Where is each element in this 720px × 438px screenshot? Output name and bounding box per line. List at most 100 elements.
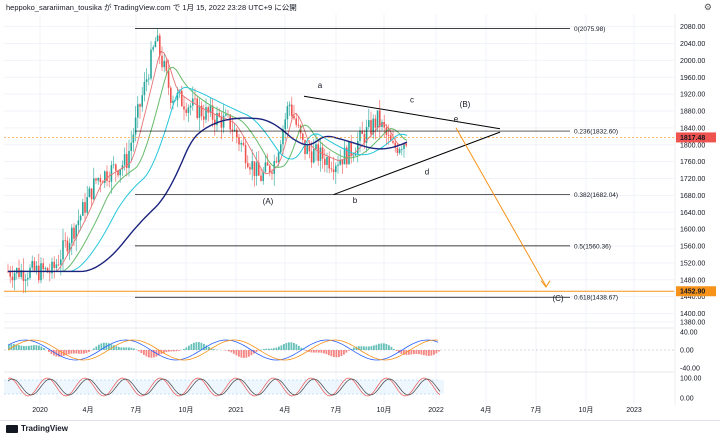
candle-body: [91, 188, 93, 199]
indicator1-bar: [131, 348, 133, 350]
indicator1-bar: [296, 344, 298, 350]
wave-label: a: [318, 81, 323, 90]
candle-body: [185, 110, 187, 113]
candle-body: [240, 143, 242, 144]
indicator1-bar: [78, 350, 80, 354]
candle-body: [14, 273, 16, 280]
wave-label: (B): [460, 100, 471, 109]
candle-body: [111, 165, 113, 182]
indicator1-bar: [36, 345, 38, 350]
candle-body: [196, 99, 198, 118]
indicator2-tick: 100.00: [680, 376, 702, 383]
indicator1-bar: [341, 350, 343, 356]
candle-body: [89, 188, 91, 197]
x-axis-tick: 4月: [83, 406, 94, 414]
candle-body: [157, 36, 159, 42]
candle-body: [135, 118, 137, 135]
indicator1-bar: [88, 350, 90, 352]
projection-arrowhead: [541, 281, 550, 287]
indicator1-bar: [423, 350, 425, 355]
candle-body: [34, 261, 36, 270]
candle-body: [295, 118, 297, 124]
indicator1-bar: [191, 344, 193, 350]
indicator1-bar: [348, 350, 350, 351]
indicator1-bar: [141, 350, 143, 353]
x-axis-tick: 2023: [626, 407, 642, 414]
indicator1-tick: 40.00: [680, 330, 698, 337]
candle-body: [289, 105, 291, 107]
indicator1-bar: [128, 347, 130, 350]
candle-body: [306, 146, 308, 154]
indicator1-bar: [428, 350, 430, 356]
indicator1-bar: [263, 349, 265, 350]
candle-body: [205, 107, 207, 119]
candle-body: [181, 91, 183, 107]
candle-body: [280, 144, 282, 152]
indicator1-bar: [336, 350, 338, 357]
indicator1-tick: -40.00: [680, 366, 700, 373]
candle-body: [370, 120, 372, 134]
candle-body: [401, 149, 403, 150]
candle-body: [82, 202, 84, 216]
candle-body: [161, 56, 163, 67]
indicator1-bar: [306, 350, 308, 351]
indicator1-bar: [278, 347, 280, 350]
candle-body: [324, 159, 326, 165]
candle-body: [36, 266, 38, 271]
x-axis-tick: 4月: [481, 406, 492, 414]
indicator1-bar: [71, 350, 73, 354]
candle-body: [190, 106, 192, 108]
indicator1-bar: [83, 350, 85, 354]
candle-body: [71, 228, 73, 243]
candle-body: [342, 160, 344, 164]
indicator1-bar: [343, 350, 345, 355]
indicator2-band: [4, 380, 444, 394]
indicator1-bar: [433, 350, 435, 355]
indicator1-bar: [226, 350, 228, 351]
indicator1-bar: [368, 346, 370, 350]
indicator1-bar: [143, 350, 145, 355]
indicator1-bar: [413, 350, 415, 354]
candle-body: [141, 95, 143, 107]
y-axis-tick: 1380.00: [680, 320, 705, 327]
candle-body: [100, 178, 102, 182]
indicator1-bar: [298, 346, 300, 350]
indicator1-bar: [318, 350, 320, 353]
candle-body: [137, 104, 139, 117]
indicator1-bar: [111, 344, 113, 350]
candle-body: [287, 106, 289, 119]
candle-body: [38, 266, 40, 281]
indicator1-bar: [271, 349, 273, 350]
indicator1-bar: [333, 350, 335, 357]
indicator1-bar: [268, 349, 270, 350]
candle-body: [298, 125, 300, 126]
candle-body: [313, 149, 315, 162]
indicator1-bar: [426, 350, 428, 356]
indicator1-bar: [238, 350, 240, 357]
indicator1-bar: [236, 350, 238, 355]
indicator1-bar: [193, 343, 195, 350]
wave-label: (A): [263, 197, 274, 206]
candle-body: [375, 119, 377, 128]
candle-body: [251, 161, 253, 169]
indicator1-bar: [138, 350, 140, 351]
indicator1-bar: [323, 350, 325, 353]
price-badge-label: 1817.48: [680, 135, 705, 142]
indicator1-bar: [28, 346, 30, 350]
candle-body: [302, 134, 304, 140]
wave-label: b: [353, 196, 358, 205]
candle-body: [278, 152, 280, 162]
indicator1-bar: [411, 350, 413, 354]
candle-body: [25, 279, 27, 280]
candle-body: [93, 178, 95, 199]
indicator1-bar: [393, 349, 395, 350]
candle-body: [53, 262, 55, 268]
indicator1-bar: [126, 347, 128, 350]
candle-body: [350, 142, 352, 156]
indicator1-bar: [416, 350, 418, 354]
candle-body: [328, 157, 330, 168]
candle-body: [144, 82, 146, 95]
wave-label: (C): [552, 294, 563, 303]
y-axis-tick: 1720.00: [680, 176, 705, 183]
candle-body: [183, 106, 185, 109]
